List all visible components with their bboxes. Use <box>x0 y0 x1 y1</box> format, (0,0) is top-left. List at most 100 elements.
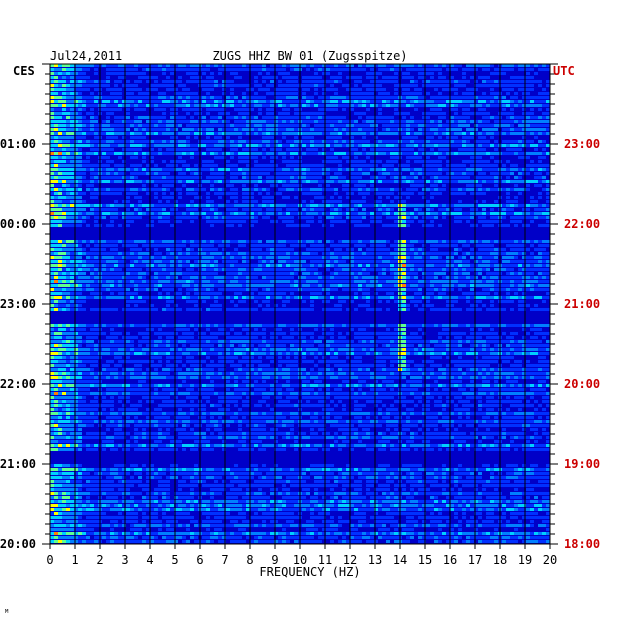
heat-cell <box>262 120 266 123</box>
heat-cell <box>234 124 238 127</box>
heat-cell <box>466 144 470 147</box>
heat-cell <box>446 212 450 215</box>
heat-cell <box>126 212 130 215</box>
heat-cell <box>130 96 134 99</box>
heat-cell <box>146 212 150 215</box>
heat-cell <box>242 144 246 147</box>
heat-cell <box>154 84 158 87</box>
heat-cell <box>294 124 298 127</box>
heat-cell <box>138 208 142 211</box>
heat-cell <box>66 200 70 203</box>
heat-cell <box>330 216 334 219</box>
heat-cell <box>194 184 198 187</box>
heat-cell <box>462 96 466 99</box>
heat-cell <box>506 108 510 111</box>
heat-cell <box>422 188 426 191</box>
heat-cell <box>238 72 242 75</box>
heat-cell <box>482 148 486 151</box>
heat-cell <box>530 204 534 207</box>
heat-cell <box>486 220 490 223</box>
heat-cell <box>494 200 498 203</box>
heat-cell <box>530 176 534 179</box>
heat-cell <box>170 228 174 231</box>
heat-cell <box>230 180 234 183</box>
heat-cell <box>466 180 470 183</box>
heat-cell <box>54 148 58 151</box>
heat-cell <box>134 72 138 75</box>
heat-cell <box>426 140 430 143</box>
heat-cell <box>202 184 206 187</box>
heat-cell <box>334 92 338 95</box>
heat-cell <box>434 80 438 83</box>
heat-cell <box>402 180 406 183</box>
heat-cell <box>450 88 454 91</box>
heat-cell <box>362 80 366 83</box>
heat-cell <box>362 160 366 163</box>
heat-cell <box>170 220 174 223</box>
heat-cell <box>382 196 386 199</box>
heat-cell <box>386 140 390 143</box>
heat-cell <box>274 100 278 103</box>
heat-cell <box>450 172 454 175</box>
heat-cell <box>482 100 486 103</box>
heat-cell <box>154 100 158 103</box>
heat-cell <box>534 76 538 79</box>
heat-cell <box>422 176 426 179</box>
heat-cell <box>110 72 114 75</box>
heat-cell <box>218 164 222 167</box>
heat-cell <box>458 112 462 115</box>
heat-cell <box>206 220 210 223</box>
heat-cell <box>546 72 550 75</box>
heat-cell <box>146 68 150 71</box>
heat-cell <box>126 196 130 199</box>
heat-cell <box>242 84 246 87</box>
heat-cell <box>246 160 250 163</box>
heat-cell <box>170 76 174 79</box>
heat-cell <box>214 220 218 223</box>
heat-cell <box>358 104 362 107</box>
heat-cell <box>358 84 362 87</box>
heat-cell <box>302 200 306 203</box>
heat-cell <box>230 144 234 147</box>
heat-cell <box>342 80 346 83</box>
heat-cell <box>310 208 314 211</box>
heat-cell <box>322 176 326 179</box>
heat-cell <box>86 132 90 135</box>
heat-cell <box>470 88 474 91</box>
heat-cell <box>454 204 458 207</box>
heat-cell <box>378 152 382 155</box>
heat-cell <box>166 68 170 71</box>
heat-cell <box>330 96 334 99</box>
heat-cell <box>462 72 466 75</box>
heat-cell <box>282 128 286 131</box>
heat-cell <box>166 232 170 235</box>
heat-cell <box>438 136 442 139</box>
heat-cell <box>230 152 234 155</box>
heat-cell <box>306 160 310 163</box>
heat-cell <box>362 116 366 119</box>
heat-cell <box>538 64 542 67</box>
heat-cell <box>170 128 174 131</box>
heat-cell <box>294 164 298 167</box>
heat-cell <box>462 136 466 139</box>
heat-cell <box>406 124 410 127</box>
heat-cell <box>74 160 78 163</box>
heat-cell <box>142 104 146 107</box>
heat-cell <box>322 180 326 183</box>
heat-cell <box>366 108 370 111</box>
heat-cell <box>54 152 58 155</box>
heat-cell <box>218 68 222 71</box>
heat-cell <box>118 176 122 179</box>
heat-cell <box>438 180 442 183</box>
heat-cell <box>366 76 370 79</box>
heat-cell <box>122 144 126 147</box>
heat-cell <box>278 216 282 219</box>
heat-cell <box>426 108 430 111</box>
heat-cell <box>206 236 210 239</box>
heat-cell <box>346 140 350 143</box>
heat-cell <box>62 144 66 147</box>
heat-cell <box>234 148 238 151</box>
heat-cell <box>82 132 86 135</box>
heat-cell <box>246 176 250 179</box>
heat-cell <box>286 80 290 83</box>
